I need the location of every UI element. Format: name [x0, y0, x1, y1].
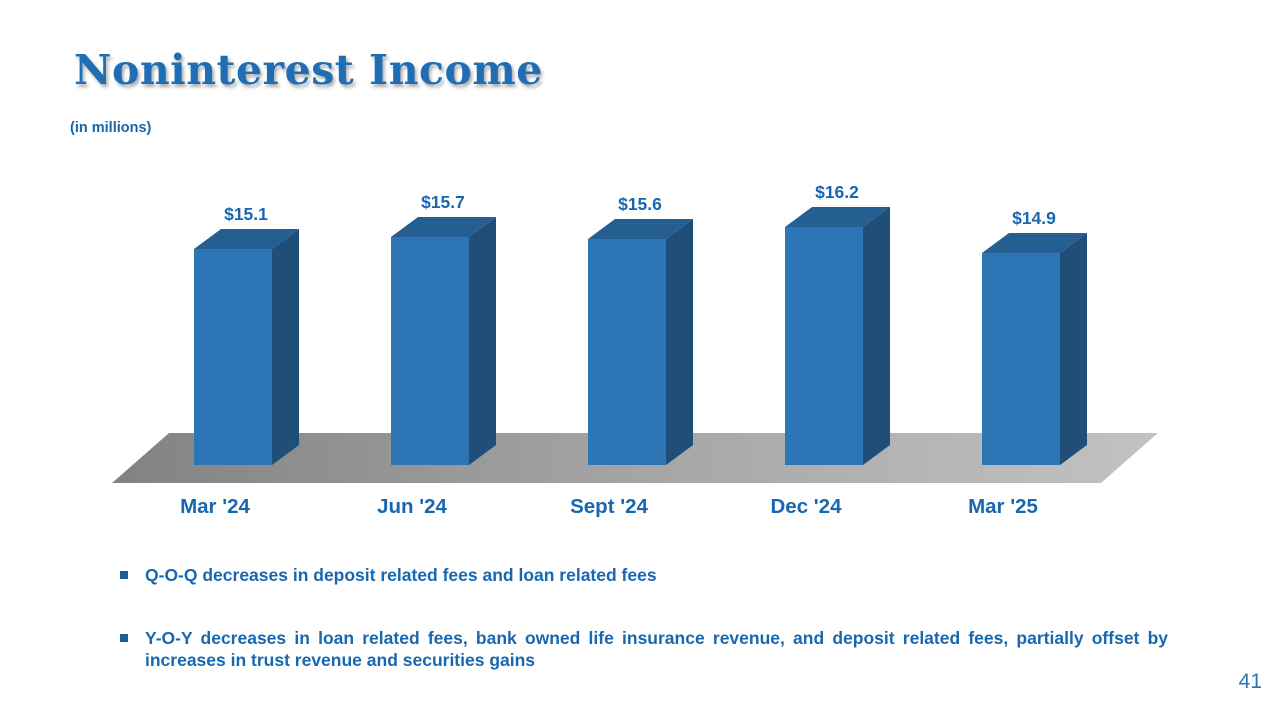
bar-value-label-1: $15.7	[421, 192, 465, 212]
bar-top-face-3	[785, 207, 890, 227]
bar-top-face-1	[391, 217, 496, 237]
bar-front-face-4	[982, 253, 1060, 465]
bar-top-face-0	[194, 229, 299, 249]
bullet-text: Y-O-Y decreases in loan related fees, ba…	[145, 628, 1168, 670]
bar-side-face-3	[863, 207, 890, 465]
page-number: 41	[1238, 670, 1262, 693]
bar-front-face-3	[785, 227, 863, 465]
bar-front-face-0	[194, 249, 272, 465]
bullet-list: Q-O-Q decreases in deposit related fees …	[118, 564, 1168, 712]
bar-side-face-2	[666, 219, 693, 465]
bar-top-face-4	[982, 233, 1087, 253]
bar-value-label-2: $15.6	[618, 194, 662, 214]
category-label-2: Sept '24	[570, 495, 648, 518]
category-label-0: Mar '24	[180, 495, 250, 518]
bullet-item: Q-O-Q decreases in deposit related fees …	[118, 564, 1168, 586]
bullet-square-icon	[120, 571, 128, 579]
slide-subtitle: (in millions)	[70, 120, 152, 136]
bullet-item: Y-O-Y decreases in loan related fees, ba…	[118, 627, 1168, 671]
bar-front-face-1	[391, 237, 469, 465]
bar-front-face-2	[588, 239, 666, 465]
bar-value-label-3: $16.2	[815, 182, 859, 202]
bar-side-face-1	[469, 217, 496, 465]
bar-value-label-0: $15.1	[224, 204, 268, 224]
bullet-text: Q-O-Q decreases in deposit related fees …	[145, 565, 657, 585]
category-label-3: Dec '24	[771, 495, 843, 518]
category-label-4: Mar '25	[968, 495, 1038, 518]
category-label-1: Jun '24	[377, 495, 447, 518]
bar-value-label-4: $14.9	[1012, 208, 1056, 228]
bar-side-face-0	[272, 229, 299, 465]
bar-top-face-2	[588, 219, 693, 239]
bar-side-face-4	[1060, 233, 1087, 465]
bullet-square-icon	[120, 634, 128, 642]
slide-title: Noninterest Income	[74, 46, 543, 94]
